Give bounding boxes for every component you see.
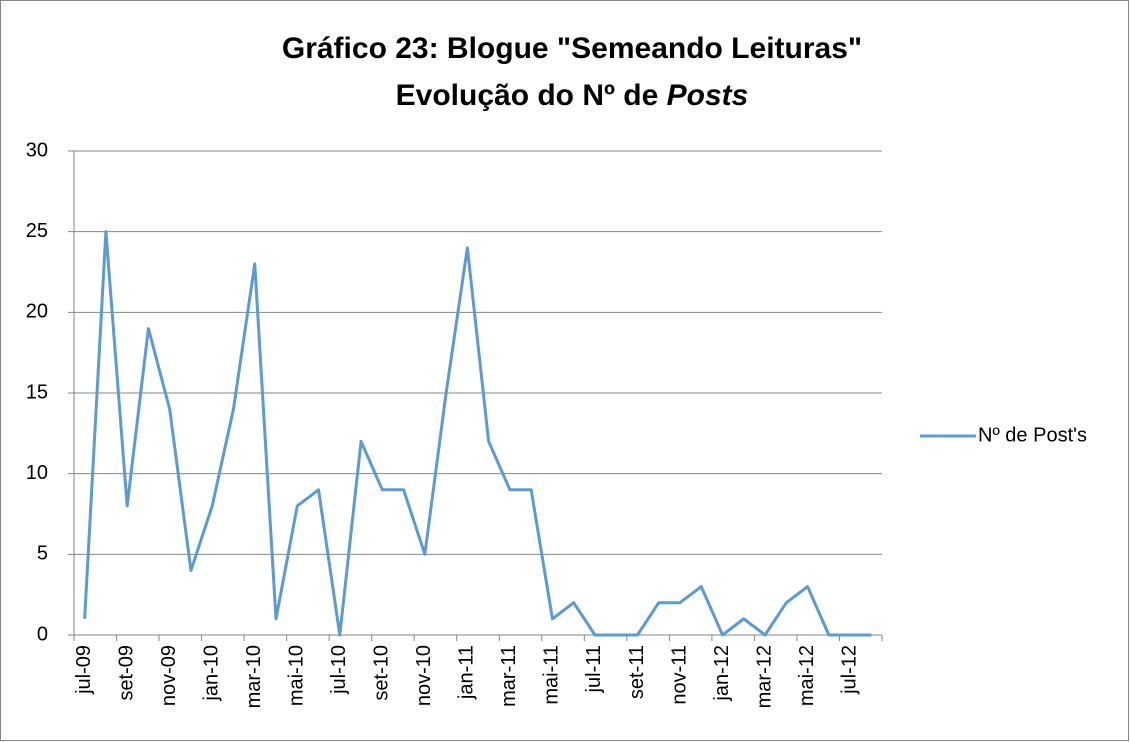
y-tick-label: 20	[26, 301, 48, 323]
y-tick-label: 25	[26, 220, 48, 242]
x-tick-label: mai-11	[541, 645, 563, 705]
chart-title-part: Posts	[667, 79, 749, 112]
chart-title: Evolução do Nº de Posts	[396, 79, 749, 112]
x-tick-label: jul-09	[73, 645, 95, 695]
y-tick-label: 30	[26, 139, 48, 161]
x-tick-label: nov-10	[413, 645, 435, 706]
x-tick-label: jan-10	[200, 645, 222, 702]
x-tick-label: mar-10	[243, 645, 265, 708]
x-tick-label: mar-12	[753, 645, 775, 708]
y-tick-label: 0	[37, 623, 48, 645]
x-tick-label: nov-11	[668, 645, 690, 705]
x-tick-label: jul-11	[583, 645, 605, 693]
y-tick-label: 15	[26, 381, 48, 403]
chart-title-part: Evolução do Nº de	[396, 79, 659, 112]
series-line	[83, 230, 872, 637]
chart-title: Gráfico 23: Blogue "Semeando Leituras"	[282, 32, 862, 65]
x-tick-label: jul-12	[838, 645, 860, 695]
x-tick-label: set-11	[626, 645, 648, 699]
x-tick-label: mai-10	[286, 645, 308, 706]
x-tick-label: set-09	[115, 645, 137, 701]
legend-label: Nº de Post's	[978, 424, 1087, 446]
x-tick-label: jan-11	[456, 645, 478, 700]
x-tick-label: mai-12	[796, 645, 818, 706]
x-tick-label: jul-10	[328, 645, 350, 695]
y-tick-label: 5	[37, 543, 48, 565]
x-tick-label: mar-11	[498, 645, 520, 707]
x-tick-label: nov-09	[158, 645, 180, 706]
x-tick-label: set-10	[371, 645, 393, 701]
y-tick-label: 10	[26, 462, 48, 484]
x-tick-label: jan-12	[711, 645, 733, 702]
